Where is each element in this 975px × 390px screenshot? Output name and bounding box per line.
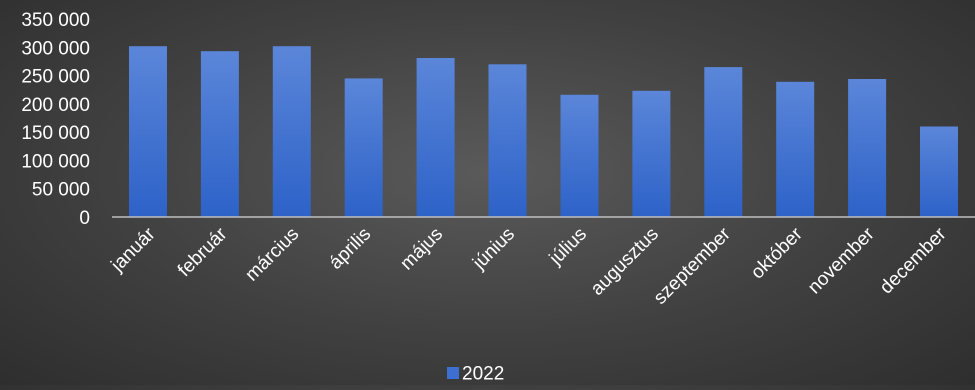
y-tick-label: 150 000	[21, 123, 90, 144]
y-tick-label: 0	[79, 208, 90, 229]
bar-január	[129, 46, 167, 218]
x-tick-label: július	[545, 224, 591, 270]
legend-label-2022: 2022	[462, 364, 504, 385]
y-tick-label: 50 000	[32, 180, 90, 201]
y-tick-label: 300 000	[21, 38, 90, 59]
y-tick-label: 100 000	[21, 151, 90, 172]
x-tick-label: január	[107, 223, 160, 276]
bar-november	[848, 79, 887, 217]
bar-április	[344, 78, 383, 218]
y-tick-label: 250 000	[21, 67, 90, 88]
x-tick-label: március	[241, 224, 303, 286]
x-tick-label: szeptember	[650, 223, 736, 309]
bar-május	[416, 58, 455, 217]
legend: 2022	[447, 364, 504, 385]
bar-augusztus	[632, 90, 671, 217]
bar-február	[200, 51, 239, 218]
bar-június	[488, 64, 527, 217]
x-tick-label: november	[804, 223, 879, 298]
y-axis-ticks: 0 50 000 100 000 150 000 200 000 250 000 300 0…	[21, 10, 90, 229]
bar-series-2022	[129, 46, 958, 218]
x-tick-label: február	[174, 223, 232, 281]
y-tick-label: 350 000	[21, 10, 90, 31]
bar-március	[272, 46, 311, 218]
x-tick-label: október	[747, 223, 807, 283]
bar-október	[776, 81, 815, 217]
x-axis-labels: január február március április május június jú…	[107, 223, 951, 309]
bar-július	[560, 94, 599, 217]
x-tick-label: augusztus	[587, 224, 663, 300]
x-tick-label: június	[468, 224, 519, 275]
x-tick-label: április	[325, 224, 375, 274]
bar-december	[920, 126, 958, 217]
x-tick-label: december	[876, 223, 951, 298]
bar-szeptember	[704, 67, 743, 217]
legend-swatch-2022	[447, 367, 459, 379]
y-tick-label: 200 000	[21, 95, 90, 116]
x-tick-label: május	[396, 224, 447, 275]
